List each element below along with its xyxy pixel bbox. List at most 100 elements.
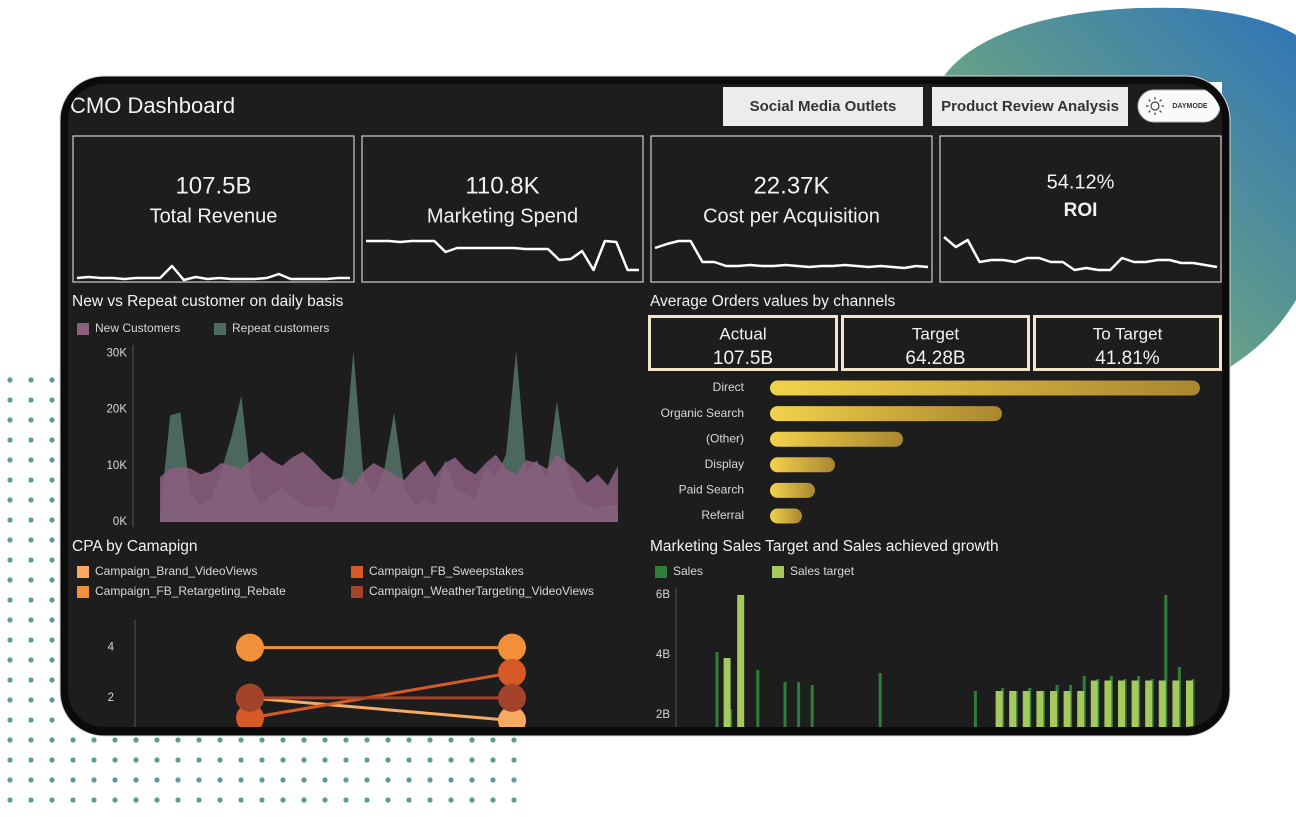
decor-dot bbox=[28, 417, 34, 423]
decor-dot bbox=[91, 797, 97, 803]
decor-dot bbox=[7, 657, 13, 663]
decor-dot bbox=[364, 757, 370, 763]
decor-dot bbox=[112, 737, 118, 743]
y-tick-label: 30K bbox=[107, 347, 128, 359]
decor-dot bbox=[91, 777, 97, 783]
decor-dot bbox=[175, 757, 181, 763]
bar bbox=[1118, 680, 1125, 727]
bar-category-label: Referral bbox=[701, 508, 744, 522]
legend-label: Campaign_FB_Retargeting_Rebate bbox=[95, 584, 286, 598]
decor-dot bbox=[133, 737, 139, 743]
decor-dot bbox=[490, 777, 496, 783]
decor-dot bbox=[490, 797, 496, 803]
decor-dot bbox=[511, 797, 517, 803]
legend-swatch bbox=[772, 566, 784, 578]
decor-dot bbox=[343, 757, 349, 763]
decor-dot bbox=[217, 757, 223, 763]
kpi-card bbox=[650, 135, 933, 283]
legend-swatch bbox=[351, 566, 363, 578]
kpi-label: Cost per Acquisition bbox=[703, 205, 880, 227]
decor-dot bbox=[28, 397, 34, 403]
decor-dot bbox=[7, 677, 13, 683]
series-point bbox=[498, 658, 526, 687]
decor-dot bbox=[28, 497, 34, 503]
bar bbox=[1036, 691, 1044, 727]
bar-category-label: Direct bbox=[713, 380, 745, 394]
nav-button[interactable] bbox=[932, 87, 1128, 126]
decor-dot bbox=[448, 757, 454, 763]
decor-dot bbox=[385, 777, 391, 783]
bar bbox=[770, 431, 903, 447]
decor-dot bbox=[490, 757, 496, 763]
decor-dot bbox=[7, 497, 13, 503]
mode-toggle-label[interactable]: DAYMODE bbox=[1172, 103, 1207, 110]
decor-dot bbox=[511, 777, 517, 783]
decor-dot bbox=[49, 497, 55, 503]
decor-dot bbox=[301, 737, 307, 743]
decor-dot bbox=[28, 577, 34, 583]
summary-box bbox=[1033, 315, 1222, 371]
bar bbox=[770, 380, 1200, 396]
decor-dot bbox=[427, 777, 433, 783]
kpi-value: 54.12% bbox=[1047, 171, 1115, 193]
decor-dot bbox=[28, 477, 34, 483]
dashboard-title: CMO Dashboard bbox=[70, 93, 235, 118]
bar bbox=[756, 670, 760, 727]
decor-dot bbox=[28, 377, 34, 383]
series-point bbox=[236, 683, 264, 712]
decor-dot bbox=[343, 797, 349, 803]
decor-dot bbox=[49, 557, 55, 563]
decor-dot bbox=[427, 737, 433, 743]
bar bbox=[770, 482, 815, 498]
nav-button[interactable] bbox=[723, 87, 923, 126]
decor-dot bbox=[70, 757, 76, 763]
bar bbox=[1050, 691, 1057, 727]
bar bbox=[1172, 680, 1180, 727]
summary-value: 107.5B bbox=[713, 348, 773, 369]
legend-swatch bbox=[214, 323, 226, 335]
decor-dot bbox=[7, 377, 13, 383]
decor-dot bbox=[112, 777, 118, 783]
decor-dot bbox=[28, 537, 34, 543]
decor-dot bbox=[7, 477, 13, 483]
nav-button-label[interactable]: Product Review Analysis bbox=[941, 98, 1119, 115]
y-tick-label: 4 bbox=[108, 642, 115, 654]
decor-dot bbox=[49, 697, 55, 703]
decor-dot bbox=[7, 597, 13, 603]
y-tick-label: 0K bbox=[113, 516, 127, 528]
bar-category-label: Display bbox=[705, 457, 744, 471]
decor-dot bbox=[238, 757, 244, 763]
decor-dot bbox=[7, 437, 13, 443]
decor-dot bbox=[280, 797, 286, 803]
decor-dot bbox=[511, 737, 517, 743]
decor-dot bbox=[49, 437, 55, 443]
kpi-card bbox=[939, 135, 1222, 283]
nav-button-label[interactable]: Social Media Outlets bbox=[750, 98, 897, 115]
bar bbox=[737, 595, 745, 727]
decor-dot bbox=[469, 737, 475, 743]
bar bbox=[1022, 691, 1030, 727]
decor-dot bbox=[385, 797, 391, 803]
decor-dot bbox=[49, 577, 55, 583]
decor-dot bbox=[301, 797, 307, 803]
decor-dot bbox=[322, 777, 328, 783]
area-series bbox=[160, 451, 618, 522]
bar bbox=[1158, 680, 1166, 727]
decor-dot bbox=[343, 737, 349, 743]
decor-dot bbox=[196, 737, 202, 743]
legend-label: Sales bbox=[673, 564, 703, 578]
legend-label: New Customers bbox=[95, 321, 180, 335]
decor-dot bbox=[427, 797, 433, 803]
chart-title: Marketing Sales Target and Sales achieve… bbox=[650, 538, 999, 555]
decor-dot bbox=[7, 517, 13, 523]
summary-label: Actual bbox=[719, 324, 766, 343]
bar-category-label: Organic Search bbox=[661, 406, 744, 420]
series-point bbox=[236, 703, 264, 727]
decor-dot bbox=[49, 517, 55, 523]
decor-dot bbox=[49, 717, 55, 723]
decor-dot bbox=[280, 757, 286, 763]
decor-dot bbox=[49, 537, 55, 543]
decor-dot bbox=[406, 777, 412, 783]
decor-dot bbox=[259, 737, 265, 743]
